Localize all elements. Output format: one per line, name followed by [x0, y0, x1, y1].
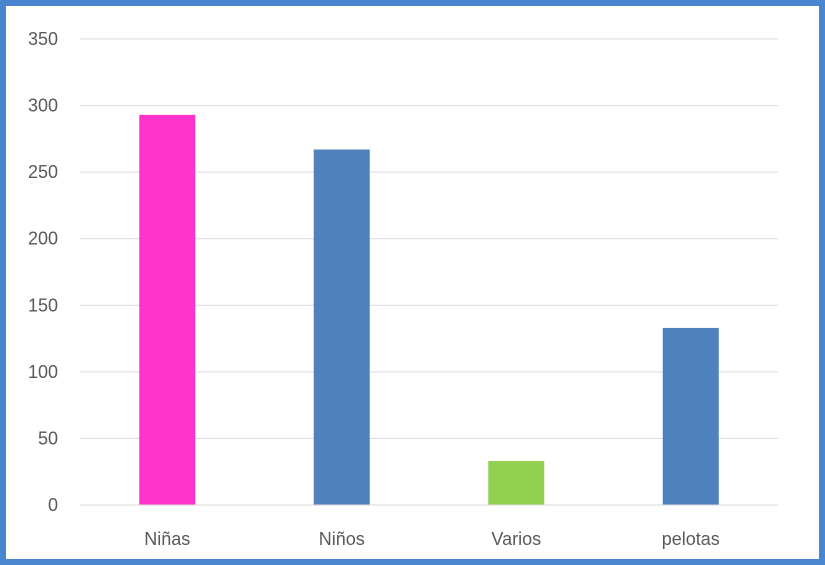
y-tick-label: 200 — [28, 229, 58, 249]
y-tick-label: 250 — [28, 162, 58, 182]
x-tick-label: Niñas — [144, 529, 190, 549]
x-tick-label: Niños — [319, 529, 365, 549]
y-tick-label: 50 — [38, 428, 58, 448]
y-tick-label: 350 — [28, 29, 58, 49]
y-axis-tick-labels: 0 50 100 150 200 250 300 350 — [28, 29, 58, 515]
y-tick-label: 150 — [28, 295, 58, 315]
bar-3 — [662, 327, 719, 505]
y-tick-label: 100 — [28, 362, 58, 382]
x-tick-label: pelotas — [662, 529, 720, 549]
x-tick-label: Varios — [491, 529, 541, 549]
bar-0 — [139, 114, 196, 506]
bar-2 — [488, 461, 545, 505]
bars — [139, 114, 719, 506]
bar-1 — [313, 149, 370, 505]
y-tick-label: 300 — [28, 96, 58, 116]
x-axis-tick-labels: Niñas Niños Varios pelotas — [144, 529, 720, 549]
gridlines — [80, 38, 778, 439]
y-tick-label: 0 — [48, 495, 58, 515]
